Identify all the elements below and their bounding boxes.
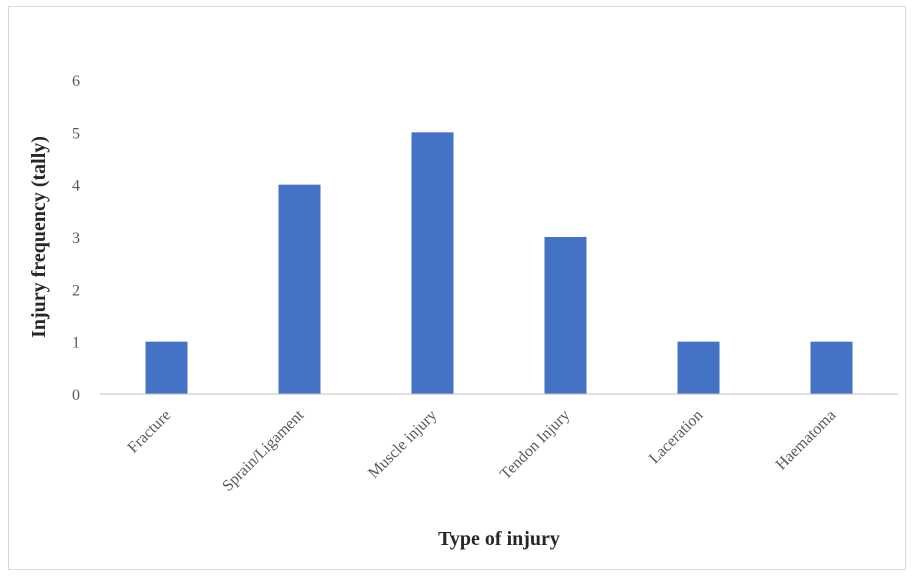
y-tick-label: 4	[72, 178, 80, 195]
bar-laceration	[677, 341, 720, 394]
x-tick-label: Haematoma	[773, 407, 840, 474]
bar-sprain-ligament	[278, 184, 321, 394]
bar-tendon-injury	[544, 237, 587, 394]
y-tick-label: 6	[72, 73, 80, 90]
chart-frame	[8, 6, 906, 570]
bar-fracture	[145, 341, 188, 394]
x-axis-ticks: Fracture Sprain/Ligament Muscle injury Tend…	[125, 406, 840, 494]
x-axis-title: Type of injury	[438, 528, 560, 550]
x-tick-label: Tendon Injury	[497, 407, 573, 483]
y-axis-ticks: 0 1 2 3 4 5 6	[72, 73, 80, 404]
y-tick-label: 3	[72, 230, 80, 247]
y-tick-label: 1	[72, 335, 80, 352]
x-tick-label: Fracture	[125, 407, 175, 457]
y-tick-label: 0	[72, 387, 80, 404]
bars	[145, 132, 853, 395]
y-tick-label: 2	[72, 282, 80, 299]
x-tick-label: Muscle injury	[365, 407, 440, 482]
x-tick-label: Sprain/Ligament	[219, 406, 307, 494]
x-tick-label: Laceration	[646, 407, 706, 467]
y-axis-title: Injury frequency (tally)	[28, 136, 50, 338]
bar-muscle-injury	[411, 132, 454, 395]
y-tick-label: 5	[72, 125, 80, 142]
bar-haematoma	[810, 341, 853, 394]
